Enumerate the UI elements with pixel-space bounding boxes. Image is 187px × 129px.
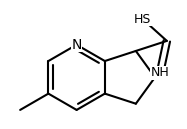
Text: HS: HS <box>134 13 151 26</box>
Text: NH: NH <box>151 66 169 79</box>
Text: N: N <box>71 38 82 52</box>
